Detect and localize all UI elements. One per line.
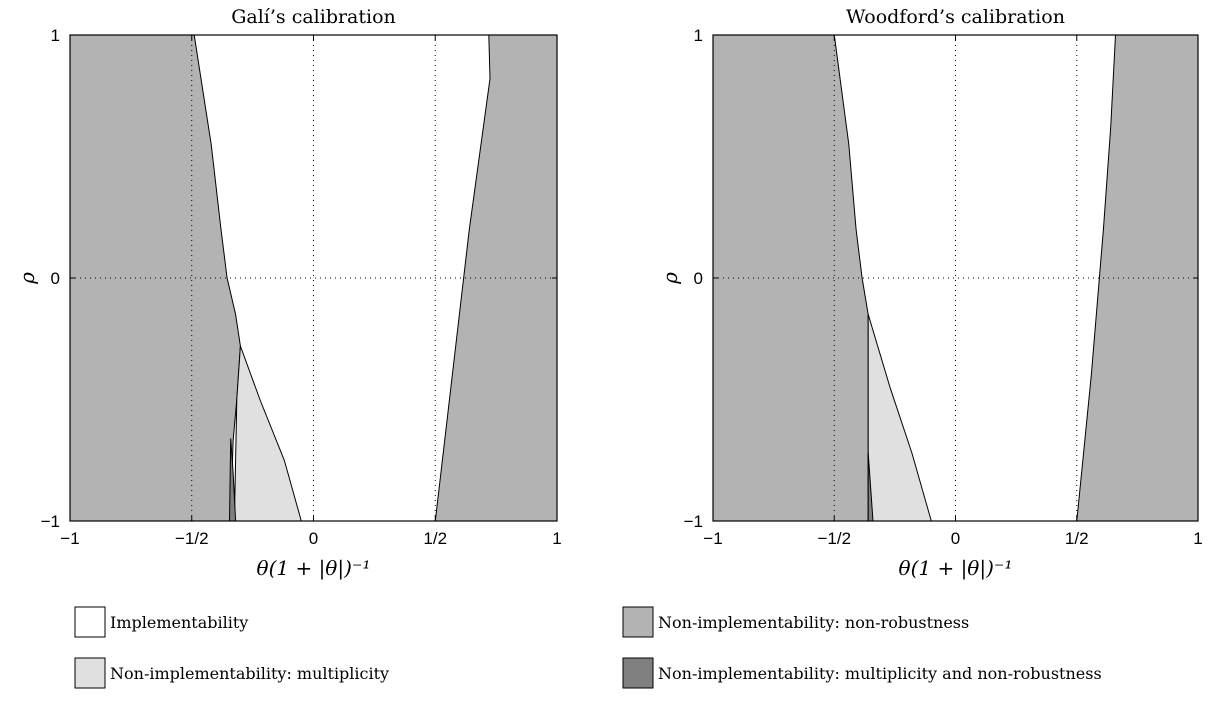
legend-swatch	[622, 606, 654, 638]
legend-swatch	[74, 657, 106, 689]
legend-item-multiplicity-and-non-robustness: Non-implementability: multiplicity and n…	[622, 657, 1102, 689]
legend-item-implementability: Implementability	[74, 606, 248, 638]
x-tick-label: 1/2	[1065, 529, 1089, 548]
x-tick-label: 0	[309, 529, 318, 548]
legend: Implementability Non-implementability: mu…	[74, 606, 1102, 689]
legend-label: Non-implementability: multiplicity	[110, 664, 389, 683]
chart-title: Galí’s calibration	[231, 6, 396, 28]
legend-item-non-robustness: Non-implementability: non-robustness	[622, 606, 969, 638]
x-tick-label: 1/2	[423, 529, 447, 548]
y-tick-label: 0	[694, 269, 703, 288]
panel-woodford: −1 −1/2 0 1/2 1 −1 0 1 Woodford’s calibration θ(1…	[658, 6, 1203, 581]
x-tick-label: −1	[60, 529, 79, 548]
x-tick-label: −1/2	[817, 529, 851, 548]
panel-gali: −1 −1/2 0 1/2 1 −1 0 1 Galí’s calibration θ(1 + |…	[15, 6, 562, 581]
chart-title: Woodford’s calibration	[846, 6, 1065, 28]
y-tick-label: 1	[694, 26, 703, 45]
y-tick-label: −1	[41, 512, 60, 531]
legend-swatch	[74, 606, 106, 638]
y-axis-label: ρ	[15, 272, 39, 285]
legend-label: Non-implementability: multiplicity and n…	[658, 664, 1102, 683]
x-tick-label: −1/2	[175, 529, 209, 548]
legend-item-multiplicity: Non-implementability: multiplicity	[74, 657, 389, 689]
x-tick-label: 0	[951, 529, 960, 548]
y-tick-label: −1	[684, 512, 703, 531]
x-axis-label: θ(1 + |θ|)⁻¹	[899, 556, 1013, 581]
x-tick-label: −1	[703, 529, 722, 548]
x-tick-label: 1	[552, 529, 561, 548]
x-axis-label: θ(1 + |θ|)⁻¹	[257, 556, 371, 581]
legend-label: Non-implementability: non-robustness	[658, 613, 969, 632]
y-tick-label: 1	[51, 26, 60, 45]
y-tick-label: 0	[51, 269, 60, 288]
legend-label: Implementability	[110, 613, 248, 632]
x-tick-label: 1	[1193, 529, 1202, 548]
legend-swatch	[622, 657, 654, 689]
y-axis-label: ρ	[658, 272, 682, 285]
